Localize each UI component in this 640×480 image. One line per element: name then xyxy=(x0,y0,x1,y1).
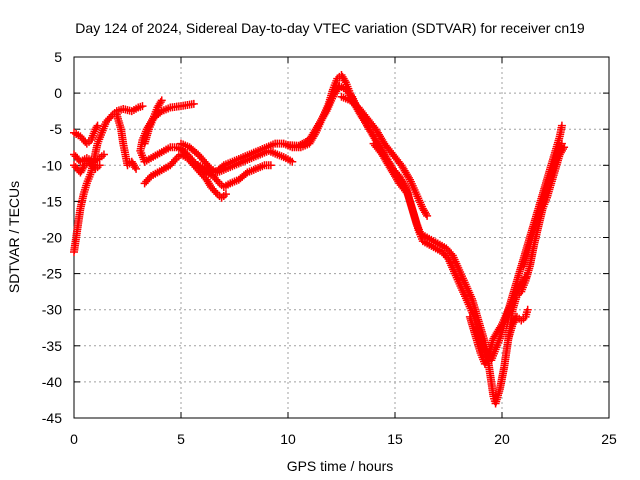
data-point xyxy=(520,275,529,284)
data-point xyxy=(93,121,102,130)
x-tick-label: 15 xyxy=(387,431,403,447)
data-point xyxy=(557,139,566,148)
data-point xyxy=(403,190,412,199)
x-axis: 0 5 10 15 20 25 xyxy=(70,57,617,447)
data-point xyxy=(95,161,104,170)
data-point xyxy=(130,163,139,172)
series-track-8 xyxy=(140,150,230,202)
x-tick-label: 5 xyxy=(177,431,185,447)
data-point xyxy=(523,305,532,314)
series-track-15 xyxy=(465,273,530,368)
series-track-1 xyxy=(70,102,147,256)
series-track-16 xyxy=(504,305,532,343)
y-tick-label: -15 xyxy=(42,193,62,209)
y-axis: 5 0 -5 -10 -15 -20 -25 -30 -35 -40 -45 xyxy=(42,49,609,426)
data-point xyxy=(92,123,101,132)
data-point xyxy=(422,210,431,219)
y-tick-label: -10 xyxy=(42,157,62,173)
series-track-7 xyxy=(140,96,166,148)
x-tick-label: 20 xyxy=(494,431,510,447)
y-tick-label: -25 xyxy=(42,266,62,282)
data-point xyxy=(402,188,411,197)
data-point xyxy=(521,273,530,282)
series-track-13 xyxy=(337,92,432,220)
series-track-17 xyxy=(519,139,566,271)
data-point xyxy=(211,188,220,197)
series-track-5 xyxy=(112,110,141,173)
x-tick-label: 10 xyxy=(280,431,296,447)
data-point xyxy=(132,164,141,173)
data-point xyxy=(99,150,108,159)
data-point xyxy=(423,211,432,220)
y-tick-label: 5 xyxy=(54,49,62,65)
x-tick-label: 25 xyxy=(601,431,617,447)
y-tick-label: 0 xyxy=(54,85,62,101)
series-track-4 xyxy=(70,157,104,177)
y-tick-label: -5 xyxy=(50,121,63,137)
data-point xyxy=(157,96,166,105)
series-track-14 xyxy=(369,139,412,199)
series-track-9 xyxy=(140,143,275,191)
chart-title: Day 124 of 2024, Sidereal Day-to-day VTE… xyxy=(75,20,585,36)
y-axis-label: SDTVAR / TECUs xyxy=(6,181,22,293)
data-point xyxy=(171,155,180,164)
y-tick-label: -20 xyxy=(42,230,62,246)
data-point xyxy=(266,161,275,170)
y-tick-label: -30 xyxy=(42,302,62,318)
data-point xyxy=(156,98,165,107)
data-points xyxy=(70,71,569,408)
y-tick-label: -40 xyxy=(42,374,62,390)
data-point xyxy=(213,177,222,186)
y-tick-label: -45 xyxy=(42,410,62,426)
data-point xyxy=(221,190,230,199)
y-tick-label: -35 xyxy=(42,338,62,354)
data-point xyxy=(138,102,147,111)
data-point xyxy=(189,99,198,108)
data-point xyxy=(288,157,297,166)
x-axis-label: GPS time / hours xyxy=(287,458,394,474)
x-tick-label: 0 xyxy=(70,431,78,447)
series-track-2 xyxy=(70,121,102,148)
data-point xyxy=(557,121,566,130)
